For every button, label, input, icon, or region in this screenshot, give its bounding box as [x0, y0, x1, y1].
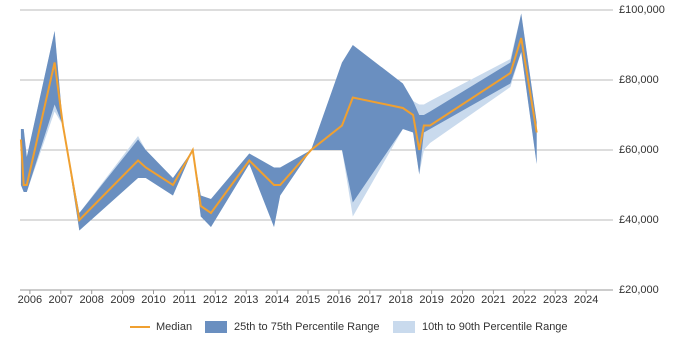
- percentile-band: [20, 13, 537, 231]
- y-tick-label: £80,000: [619, 74, 659, 86]
- x-tick-label: 2009: [110, 294, 134, 306]
- x-tick-label: 2007: [49, 294, 73, 306]
- x-tick-label: 2022: [512, 294, 536, 306]
- median-line: [19, 37, 538, 223]
- x-tick-label: 2017: [358, 294, 382, 306]
- y-tick-label: £100,000: [619, 4, 665, 16]
- y-tick-label: £20,000: [619, 284, 659, 296]
- x-tick-label: 2024: [574, 294, 598, 306]
- x-tick-label: 2006: [18, 294, 42, 306]
- legend-swatch: [393, 321, 415, 333]
- legend-swatch: [205, 321, 227, 333]
- legend-label: Median: [156, 321, 192, 333]
- x-tick-label: 2018: [388, 294, 412, 306]
- x-tick-label: 2010: [141, 294, 165, 306]
- x-tick-label: 2016: [327, 294, 351, 306]
- legend-label: 10th to 90th Percentile Range: [422, 321, 568, 333]
- x-tick-label: 2020: [450, 294, 474, 306]
- x-tick-label: 2021: [481, 294, 505, 306]
- x-tick-label: 2012: [203, 294, 227, 306]
- x-tick-label: 2008: [79, 294, 103, 306]
- x-tick-label: 2011: [173, 294, 197, 306]
- x-tick-label: 2023: [543, 294, 567, 306]
- x-tick-label: 2014: [265, 294, 289, 306]
- y-tick-label: £40,000: [619, 214, 659, 226]
- legend-label: 25th to 75th Percentile Range: [234, 321, 380, 333]
- x-tick-label: 2015: [296, 294, 320, 306]
- x-tick-label: 2019: [419, 294, 443, 306]
- y-tick-label: £60,000: [619, 144, 659, 156]
- x-tick-label: 2013: [234, 294, 258, 306]
